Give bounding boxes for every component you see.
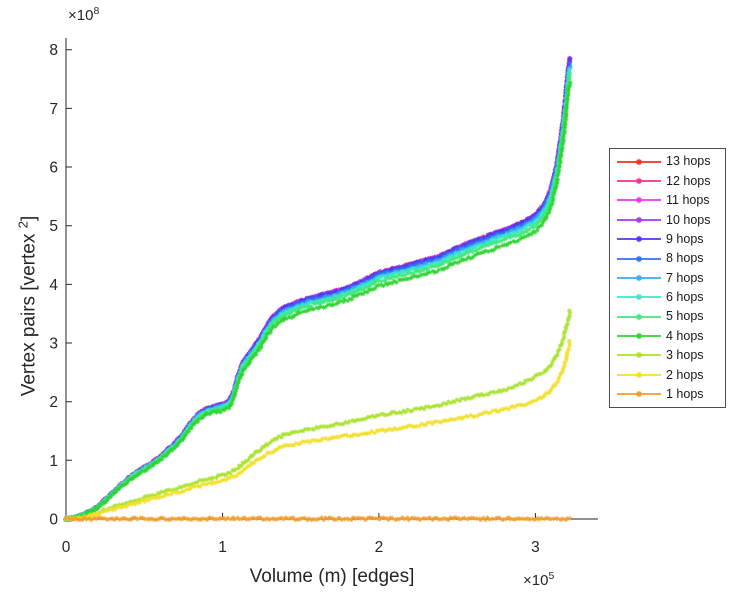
asterisk-marker-icon: [635, 255, 643, 262]
series-markers-11-hops: [63, 56, 572, 522]
series-line-10-hops: [65, 58, 571, 521]
y-tick-label: 0: [49, 512, 58, 529]
y-exponent-power: 8: [93, 5, 100, 17]
axis-ticks: [65, 49, 536, 520]
asterisk-marker-icon: [635, 313, 643, 320]
asterisk-marker-icon: [635, 391, 643, 398]
y-exponent-base: ×10: [68, 7, 94, 24]
legend-label: 3 hops: [666, 348, 704, 363]
asterisk-marker-icon: [635, 177, 643, 185]
series-line-2-hops: [65, 340, 571, 521]
legend-line-sample: [617, 391, 661, 398]
legend-label: 4 hops: [666, 328, 704, 343]
legend-label: 12 hops: [666, 173, 711, 188]
y-tick-label: 2: [49, 394, 58, 411]
legend-line-sample: [617, 197, 661, 204]
x-tick-label: 1: [218, 539, 227, 556]
x-exponent-base: ×10: [523, 572, 549, 589]
legend-item-11-hops: 11 hops: [610, 193, 725, 207]
legend-line-sample: [617, 255, 661, 262]
legend-item-8-hops: 8 hops: [610, 252, 725, 266]
legend-line-sample: [617, 352, 661, 359]
legend-line-sample: [617, 216, 661, 223]
legend-line-sample: [617, 332, 661, 340]
legend-line-sample: [617, 236, 661, 243]
axes-lines: [65, 38, 598, 520]
series-markers-9-hops: [63, 56, 573, 523]
series-line-3-hops: [65, 310, 571, 520]
legend-line-sample: [617, 274, 661, 282]
x-tick-label: 3: [531, 539, 540, 556]
legend-label: 1 hops: [666, 386, 704, 401]
legend-item-10-hops: 10 hops: [610, 213, 725, 227]
x-tick-label: 0: [62, 539, 71, 556]
series-markers-8-hops: [63, 60, 572, 522]
series-markers-3-hops: [63, 308, 573, 522]
series-markers-1-hops: [63, 515, 573, 523]
legend-line-sample: [617, 177, 661, 185]
series-markers-12-hops: [64, 56, 572, 522]
legend-line-sample: [617, 158, 661, 165]
y-axis-label-superscript: 2: [15, 220, 31, 229]
y-tick-label: 3: [49, 336, 58, 353]
asterisk-marker-icon: [635, 371, 643, 378]
legend-label: 2 hops: [666, 367, 704, 382]
series-line-8-hops: [65, 62, 571, 521]
series-line-12-hops: [66, 58, 571, 520]
asterisk-marker-icon: [635, 216, 643, 223]
series-line-13-hops: [66, 59, 571, 521]
legend-label: 5 hops: [666, 309, 704, 324]
x-exponent-power: 5: [548, 570, 555, 582]
legend-item-9-hops: 9 hops: [610, 232, 725, 246]
y-tick-label: 7: [49, 101, 58, 118]
legend-label: 9 hops: [666, 231, 704, 246]
legend-line-sample: [617, 313, 661, 320]
legend-item-13-hops: 13 hops: [610, 155, 725, 169]
y-axis-label: Vertex pairs [vertex 2]: [15, 216, 40, 397]
y-tick-label: 1: [49, 453, 58, 470]
legend-item-2-hops: 2 hops: [610, 368, 725, 382]
y-axis-label-close: ]: [18, 215, 40, 221]
y-tick-label: 8: [49, 42, 58, 59]
legend-label: 10 hops: [666, 212, 711, 227]
legend-line-sample: [617, 371, 661, 378]
y-tick-label: 4: [49, 277, 58, 294]
asterisk-marker-icon: [635, 332, 643, 340]
legend-item-7-hops: 7 hops: [610, 271, 725, 285]
y-tick-label: 5: [49, 218, 58, 235]
legend-box: 13 hops 12 hops 11 hops 10 hops 9 hops 8 hops…: [609, 148, 726, 408]
asterisk-marker-icon: [635, 197, 643, 204]
legend-item-12-hops: 12 hops: [610, 174, 725, 188]
legend-label: 7 hops: [666, 270, 704, 285]
series-markers-13-hops: [64, 57, 573, 523]
legend-item-6-hops: 6 hops: [610, 290, 725, 304]
legend-item-4-hops: 4 hops: [610, 329, 725, 343]
series-markers-10-hops: [63, 55, 573, 522]
series-line-11-hops: [65, 58, 570, 520]
asterisk-marker-icon: [635, 158, 643, 165]
legend-label: 6 hops: [666, 290, 704, 305]
legend-item-5-hops: 5 hops: [610, 310, 725, 324]
series-markers-2-hops: [63, 338, 572, 522]
series-line-9-hops: [65, 58, 571, 521]
legend-label: 8 hops: [666, 251, 704, 266]
legend-item-3-hops: 3 hops: [610, 348, 725, 362]
asterisk-marker-icon: [635, 352, 643, 359]
y-axis-label-text: Vertex pairs [vertex: [18, 228, 40, 397]
y-tick-label: 6: [49, 160, 58, 177]
asterisk-marker-icon: [635, 294, 643, 301]
legend-item-1-hops: 1 hops: [610, 387, 725, 401]
y-axis-exponent: ×108: [68, 5, 99, 24]
legend-label: 11 hops: [666, 193, 710, 208]
x-axis-exponent: ×105: [523, 570, 554, 589]
asterisk-marker-icon: [635, 274, 643, 282]
x-axis-label: Volume (m) [edges]: [249, 566, 415, 587]
asterisk-marker-icon: [635, 236, 643, 243]
legend-label: 13 hops: [666, 154, 711, 169]
x-tick-label: 2: [375, 539, 384, 556]
legend-line-sample: [617, 294, 661, 301]
